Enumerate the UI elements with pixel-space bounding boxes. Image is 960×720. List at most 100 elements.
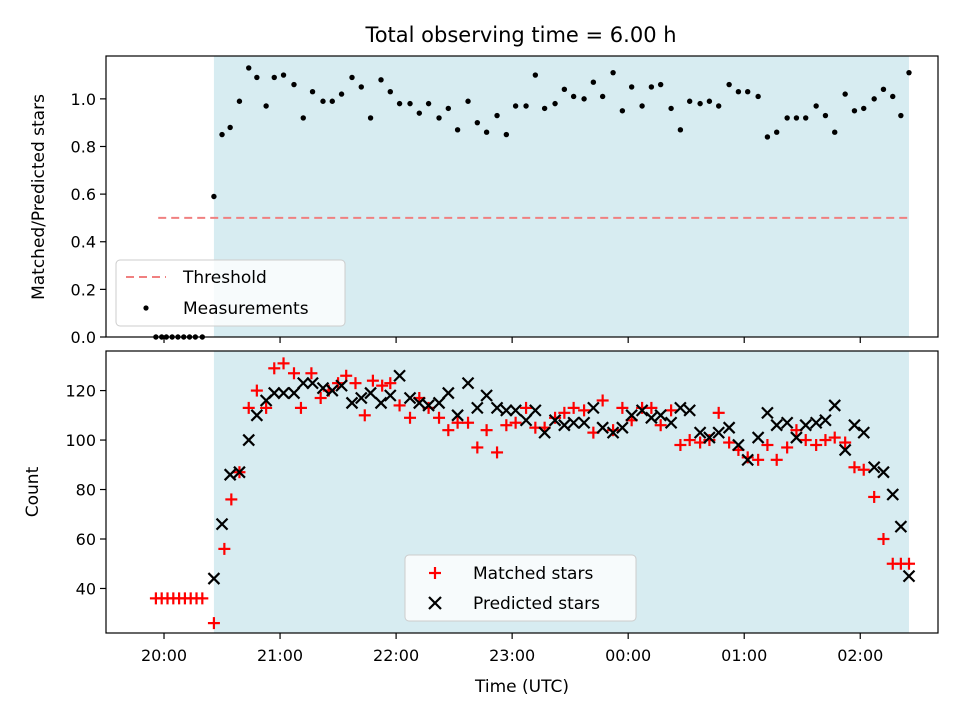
measurement-point — [590, 79, 597, 85]
measurement-point — [271, 74, 277, 81]
measurement-point — [570, 93, 577, 100]
predicted-star-point — [442, 386, 455, 400]
x-tick-label: 22:00 — [373, 646, 419, 665]
matched-points — [149, 357, 915, 630]
matched-star-point — [305, 367, 318, 380]
measurement-point — [211, 193, 217, 200]
measurement-point — [744, 89, 751, 95]
predicted-star-point — [693, 426, 707, 439]
top-legend: Threshold Measurements — [115, 259, 346, 327]
matched-star-point — [218, 542, 231, 555]
top-axes-frame — [105, 55, 939, 338]
measurement-point — [503, 131, 510, 138]
measurement-point — [367, 115, 374, 121]
measurement-point — [483, 129, 490, 135]
predicted-star-point — [867, 460, 881, 474]
predicted-star-point — [902, 569, 916, 583]
predicted-star-point — [374, 396, 388, 410]
matched-star-point — [384, 377, 397, 390]
measurement-point — [512, 103, 519, 109]
matched-star-point — [712, 406, 725, 419]
measurement-point — [329, 98, 335, 104]
measurement-point — [396, 100, 403, 107]
measurement-point — [358, 84, 364, 90]
measurement-point — [541, 105, 548, 112]
matched-star-point — [520, 401, 533, 414]
predicted-star-point — [703, 431, 716, 444]
matched-star-point — [509, 416, 522, 429]
predicted-star-point — [616, 421, 629, 434]
predicted-star-point — [451, 409, 464, 422]
matched-star-point — [433, 411, 446, 424]
top-y-tick-label: 0.4 — [71, 233, 96, 252]
measurement-point — [764, 134, 771, 140]
measurement-point — [291, 81, 297, 88]
predicted-star-point — [306, 376, 319, 390]
predicted-star-point — [664, 416, 678, 430]
measurement-point — [726, 81, 732, 88]
matched-star-point — [761, 439, 774, 451]
measurement-point — [697, 100, 703, 107]
measurement-point — [246, 65, 252, 71]
measurement-point — [300, 115, 306, 121]
matched-star-point — [294, 401, 307, 414]
bottom-legend: Matched stars Predicted stars — [404, 554, 637, 622]
measurement-point — [425, 100, 432, 107]
matched-star-point — [358, 409, 371, 422]
matched-star-point — [462, 416, 475, 429]
matched-star-point — [250, 384, 263, 397]
matched-star-point — [781, 441, 794, 454]
predicted-star-point — [509, 404, 522, 417]
measurement-point — [628, 84, 635, 90]
predicted-star-point — [384, 389, 397, 402]
top-y-axis-label: Matched/Predicted stars — [29, 94, 49, 300]
predicted-star-point — [780, 416, 794, 430]
predicted-star-point — [654, 409, 667, 422]
measurement-point — [407, 100, 413, 107]
measurement-point — [227, 124, 233, 131]
measurement-point — [755, 93, 761, 100]
predicted-star-point — [403, 391, 417, 405]
top-y-axis: 0.0 0.2 0.4 0.6 0.8 1.0 — [71, 90, 106, 347]
measurement-point — [338, 91, 345, 97]
predicted-star-point — [809, 416, 823, 430]
matched-star-point — [376, 379, 389, 392]
predicted-star-point — [894, 520, 908, 533]
matched-star-point — [393, 399, 406, 412]
measurement-point — [454, 127, 461, 133]
measurement-point — [349, 74, 355, 81]
measurement-point — [861, 105, 867, 112]
predicted-star-point — [422, 399, 435, 412]
predicted-star-point — [558, 418, 571, 432]
predicted-star-point — [838, 443, 852, 457]
top-x-axis — [163, 337, 861, 343]
measurement-point — [465, 98, 471, 104]
predicted-star-point — [635, 404, 649, 417]
matched-star-point — [451, 416, 464, 429]
matched-star-point — [902, 557, 915, 570]
x-axis-label: Time (UTC) — [474, 677, 569, 697]
predicted-star-point — [242, 433, 256, 447]
measurement-point — [378, 77, 384, 83]
top-y-tick-label: 0.8 — [71, 137, 96, 156]
matched-star-point — [857, 463, 870, 476]
measurement-point — [890, 93, 896, 100]
matched-star-point — [207, 617, 220, 630]
matched-star-point — [578, 404, 591, 417]
predicted-star-point — [267, 386, 281, 400]
matched-star-point — [665, 404, 678, 417]
measurement-point — [639, 103, 645, 109]
matched-star-point — [723, 436, 736, 449]
predicted-star-point — [683, 404, 696, 417]
predicted-star-point — [529, 404, 542, 417]
matched-star-point — [196, 592, 209, 605]
matched-star-point — [471, 441, 484, 454]
bottom-y-tick-label: 100 — [65, 431, 96, 450]
measurement-point — [657, 81, 664, 88]
predicted-star-point — [848, 418, 861, 432]
top-y-tick-label: 1.0 — [71, 90, 96, 109]
predicted-star-point — [519, 413, 533, 427]
predicted-star-point — [799, 418, 812, 432]
bottom-y-tick-label: 80 — [76, 481, 96, 500]
